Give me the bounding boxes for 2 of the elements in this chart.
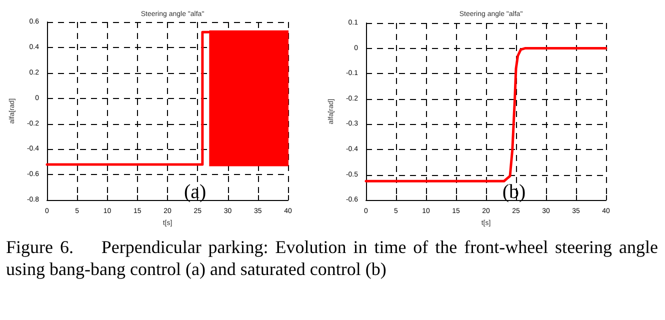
caption: Figure 6. Perpendicular parking: Evolution in time of the front-wheel steering angle using bang-bang control (a) and saturated control (b) bbox=[6, 236, 658, 280]
line-series bbox=[364, 47, 608, 182]
